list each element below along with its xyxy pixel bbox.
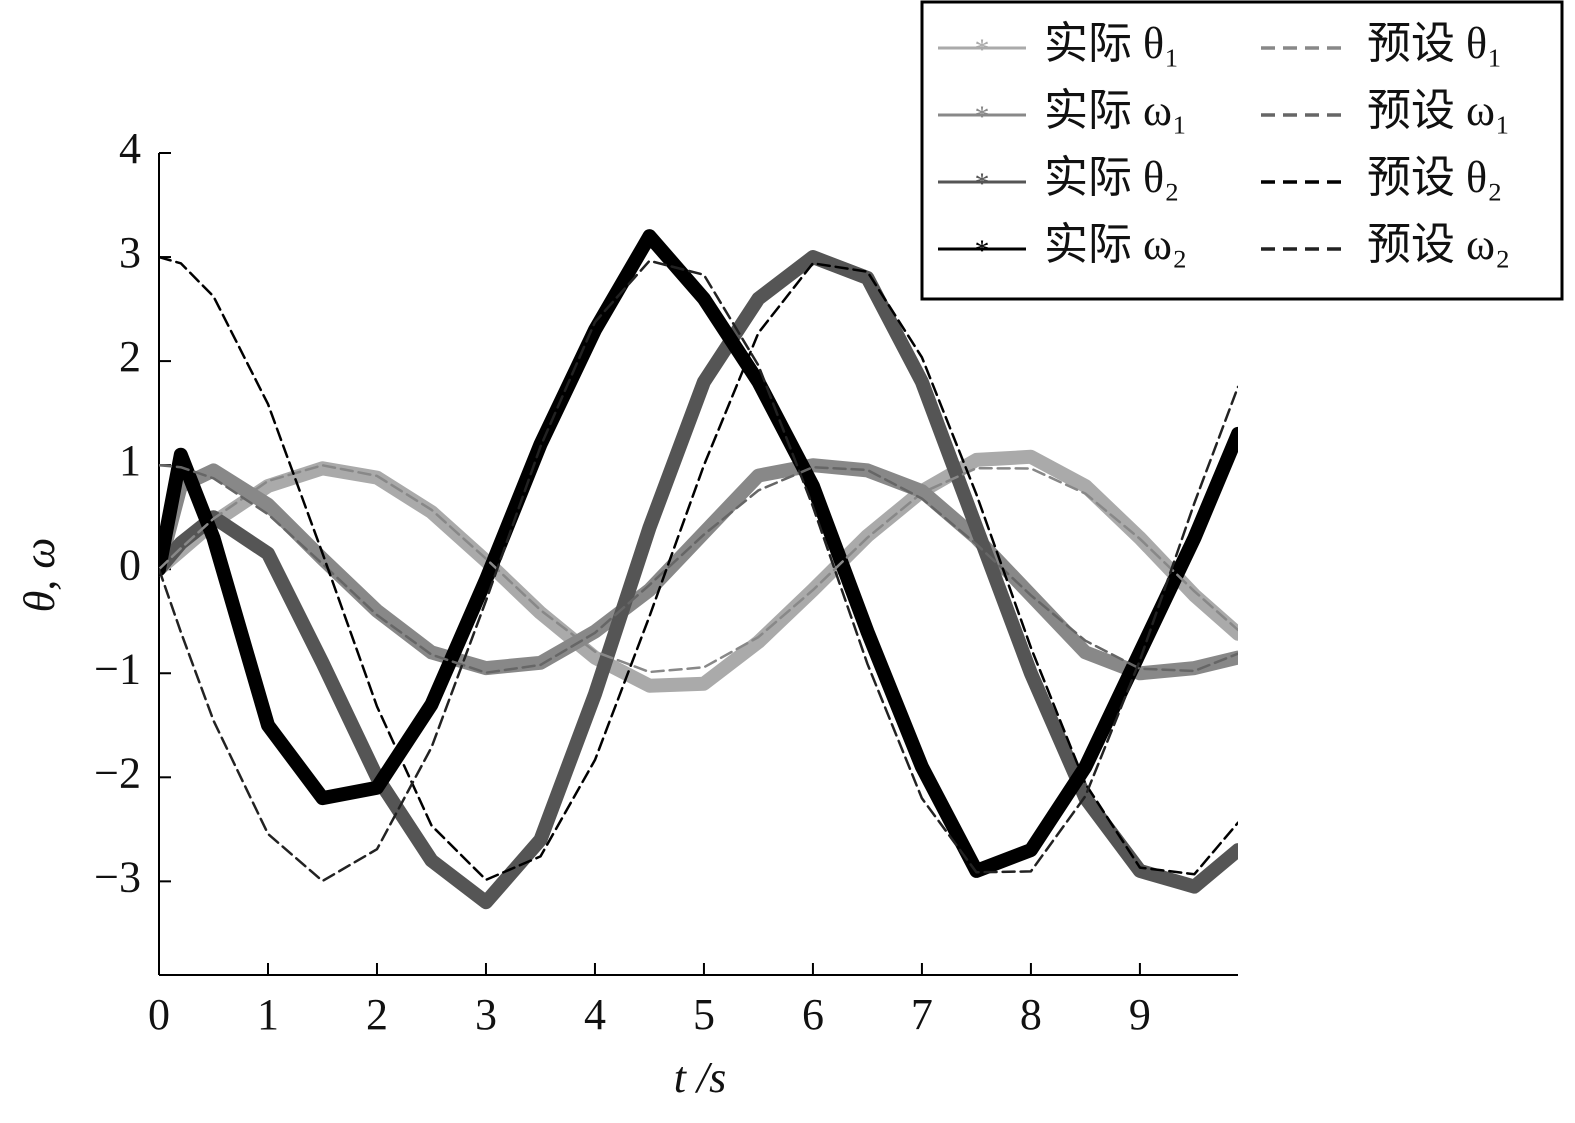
y-tick-label: 4 <box>119 124 141 173</box>
y-tick-label: 2 <box>119 332 141 381</box>
y-tick-label: −1 <box>94 644 141 693</box>
y-axis-label: θ, ω <box>15 538 64 613</box>
x-tick-label: 5 <box>693 990 715 1039</box>
legend-label: 实际 θ₂ <box>1044 153 1179 202</box>
x-tick-label: 8 <box>1020 990 1042 1039</box>
legend-marker: * <box>975 33 990 66</box>
series-line <box>159 449 1238 693</box>
series-line <box>159 255 1238 882</box>
legend-label: 预设 ω₁ <box>1367 86 1510 135</box>
x-axis-label: t /s <box>674 1053 727 1102</box>
legend-label: 预设 ω₂ <box>1367 220 1510 269</box>
y-tick-label: 0 <box>119 540 141 589</box>
x-tick-label: 2 <box>366 990 388 1039</box>
series-line <box>159 464 1238 674</box>
series-line <box>159 463 1238 674</box>
x-tick-label: 4 <box>584 990 606 1039</box>
plot-area <box>159 229 1238 910</box>
legend-box <box>920 0 1564 301</box>
x-tick-label: 1 <box>257 990 279 1039</box>
series-line <box>159 259 1238 883</box>
y-tick-label: 3 <box>119 228 141 277</box>
x-tick-label: 9 <box>1129 990 1151 1039</box>
series-line <box>159 458 1238 681</box>
y-tick-label: −2 <box>94 748 141 797</box>
x-tick-label: 3 <box>475 990 497 1039</box>
x-tick-label: 0 <box>148 990 170 1039</box>
legend-marker: * <box>975 100 990 133</box>
series-line <box>159 250 1238 910</box>
legend-label: 实际 ω₁ <box>1044 86 1187 135</box>
legend-label: 预设 θ₂ <box>1367 153 1502 202</box>
y-tick-label: 1 <box>119 436 141 485</box>
x-tick-label: 6 <box>802 990 824 1039</box>
legend-label: 实际 ω₂ <box>1044 220 1187 269</box>
legend-marker: * <box>975 167 990 200</box>
legend-label: 实际 θ₁ <box>1044 19 1179 68</box>
y-tick-label: −3 <box>94 852 141 901</box>
legend-marker: * <box>975 234 990 267</box>
legend-label: 预设 θ₁ <box>1367 19 1502 68</box>
x-tick-label: 7 <box>911 990 933 1039</box>
